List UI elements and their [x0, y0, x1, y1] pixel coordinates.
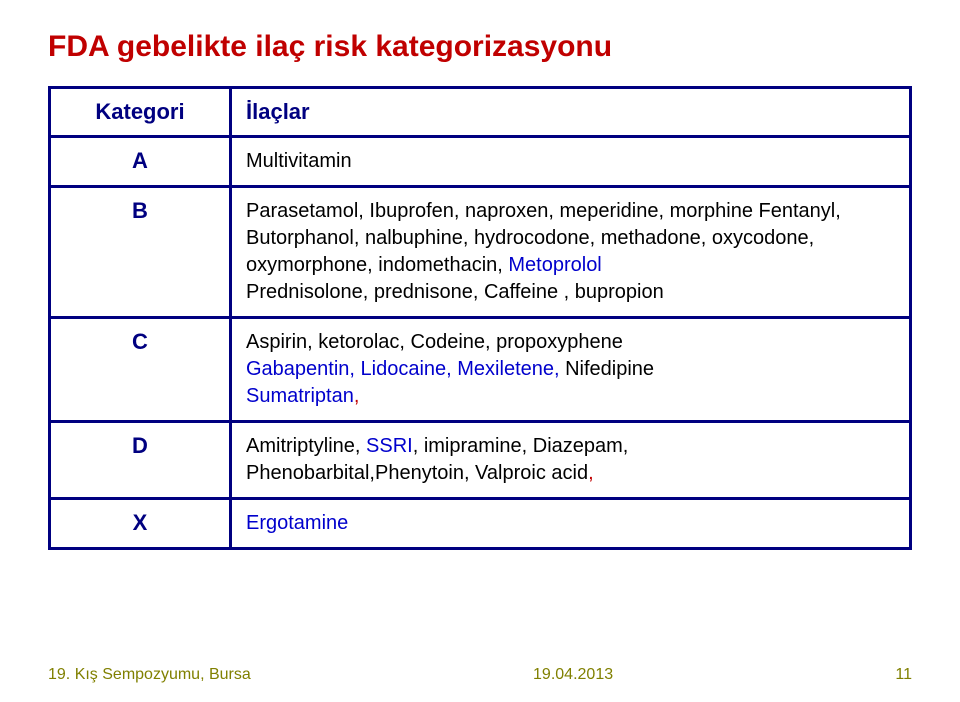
table-row: D Amitriptyline, SSRI, imipramine, Diaze…: [50, 422, 911, 499]
category-label-c: C: [50, 318, 231, 422]
footer-center: 19.04.2013: [533, 666, 613, 684]
text-span: , imipramine, Diazepam,: [413, 435, 629, 457]
text-span: SSRI: [366, 435, 413, 457]
text-span: Prednisolone, prednisone, Caffeine , bup…: [246, 281, 664, 303]
header-category: Kategori: [50, 88, 231, 137]
drugs-d: Amitriptyline, SSRI, imipramine, Diazepa…: [231, 422, 911, 499]
page-title: FDA gebelikte ilaç risk kategorizasyonu: [48, 30, 912, 64]
table-row: X Ergotamine: [50, 499, 911, 549]
text-span: ,: [354, 385, 360, 407]
table-row: A Multivitamin: [50, 137, 911, 187]
slide: FDA gebelikte ilaç risk kategorizasyonu …: [0, 0, 960, 702]
table-row: C Aspirin, ketorolac, Codeine, propoxyph…: [50, 318, 911, 422]
text-span: Amitriptyline,: [246, 435, 366, 457]
footer: 19. Kış Sempozyumu, Bursa 19.04.2013 11: [48, 666, 912, 684]
text-span: Aspirin, ketorolac, Codeine, propoxyphen…: [246, 331, 623, 353]
text-span: Nifedipine: [565, 358, 654, 380]
text-span: Phenobarbital,Phenytoin, Valproic acid: [246, 462, 588, 484]
text-span: Gabapentin, Lidocaine, Mexiletene,: [246, 358, 565, 380]
text-span: Metoprolol: [508, 254, 601, 276]
header-drugs: İlaçlar: [231, 88, 911, 137]
drugs-x: Ergotamine: [231, 499, 911, 549]
table-header-row: Kategori İlaçlar: [50, 88, 911, 137]
drugs-c: Aspirin, ketorolac, Codeine, propoxyphen…: [231, 318, 911, 422]
category-table: Kategori İlaçlar A Multivitamin B Parase…: [48, 86, 912, 550]
text-span: Sumatriptan: [246, 385, 354, 407]
footer-right: 11: [895, 666, 912, 684]
category-label-b: B: [50, 187, 231, 318]
footer-left: 19. Kış Sempozyumu, Bursa: [48, 666, 251, 684]
drugs-b: Parasetamol, Ibuprofen, naproxen, meperi…: [231, 187, 911, 318]
category-label-x: X: [50, 499, 231, 549]
category-label-d: D: [50, 422, 231, 499]
drugs-a: Multivitamin: [231, 137, 911, 187]
table-row: B Parasetamol, Ibuprofen, naproxen, mepe…: [50, 187, 911, 318]
category-label-a: A: [50, 137, 231, 187]
text-span: ,: [588, 462, 594, 484]
